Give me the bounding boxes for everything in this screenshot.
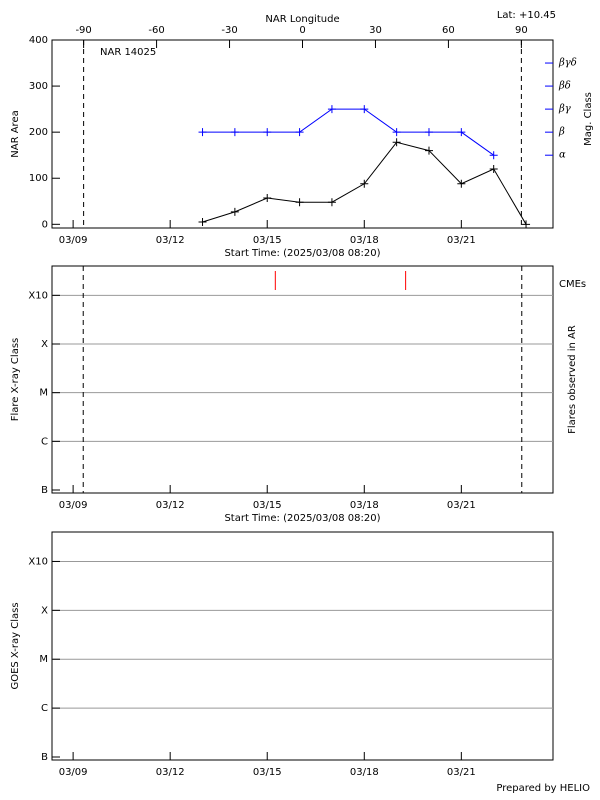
point-marker [295, 198, 304, 207]
x-tick-label: 03/12 [156, 767, 185, 778]
x2-tick-label: -30 [221, 25, 237, 36]
plot-frame [51, 265, 554, 494]
y-tick-label: B [41, 752, 48, 763]
x-tick-label: 03/18 [350, 500, 379, 511]
plot-frame [51, 531, 554, 761]
x-tick-label: 03/12 [156, 235, 185, 246]
y-tick-label: 400 [29, 35, 48, 46]
point-marker [360, 105, 369, 114]
y-tick-label: X10 [28, 290, 48, 301]
point-marker [424, 146, 433, 155]
x-tick-label: 03/15 [253, 767, 282, 778]
cme-label: CMEs [559, 279, 586, 290]
y-tick-label: C [41, 703, 48, 714]
x2-axis-label: NAR Longitude [265, 14, 339, 25]
point-marker [263, 194, 272, 203]
y-tick-label: X10 [28, 556, 48, 567]
point-marker [295, 128, 304, 137]
point-marker [392, 138, 401, 147]
point-marker [392, 128, 401, 137]
y-tick-label: C [41, 436, 48, 447]
point-marker [230, 128, 239, 137]
x-tick-label: 03/12 [156, 500, 185, 511]
x-tick-label: 03/18 [350, 767, 379, 778]
y-tick-label: X [41, 605, 48, 616]
y-tick-label: B [41, 485, 48, 496]
y-axis-label: NAR Area [10, 110, 21, 157]
point-marker [457, 179, 466, 188]
point-marker [263, 128, 272, 137]
y2-tick-label: βδ [558, 81, 571, 92]
x2-tick-label: 0 [299, 25, 305, 36]
point-marker [457, 128, 466, 137]
y-axis-label: GOES X-ray Class [10, 602, 21, 689]
y2-tick-label: βγ [558, 104, 571, 115]
x2-tick-label: 90 [515, 25, 528, 36]
y-axis-label: Flare X-ray Class [10, 338, 21, 422]
series-line [202, 108, 494, 156]
y2-tick-label: α [559, 150, 566, 161]
point-marker [230, 207, 239, 216]
point-marker [522, 220, 531, 229]
point-marker [489, 165, 498, 174]
point-marker [360, 179, 369, 188]
y-axis-label: Mag. Class [583, 92, 594, 146]
plot-frame [51, 39, 554, 229]
y-axis-label: Flares observed in AR [567, 325, 578, 434]
y2-tick-label: β [558, 127, 565, 138]
point-marker [327, 198, 336, 207]
x-tick-label: 03/15 [253, 500, 282, 511]
point-marker [198, 128, 207, 137]
x2-tick-label: 30 [369, 25, 382, 36]
y-tick-label: 100 [29, 173, 48, 184]
point-marker [327, 105, 336, 114]
y-tick-label: 300 [29, 81, 48, 92]
footer: Prepared by HELIO [496, 783, 590, 794]
x2-tick-label: 60 [442, 25, 455, 36]
y-tick-label: M [39, 654, 48, 665]
point-marker [424, 128, 433, 137]
x-tick-label: 03/09 [59, 500, 88, 511]
y-tick-label: M [39, 388, 48, 399]
x-tick-label: 03/18 [350, 235, 379, 246]
y-tick-label: 0 [42, 219, 48, 230]
x-tick-label: 03/15 [253, 235, 282, 246]
chart-title: NAR 14025 [100, 47, 156, 58]
x-axis-label: Start Time: (2025/03/08 08:20) [224, 513, 380, 524]
point-marker [198, 218, 207, 227]
y2-tick-label: βγδ [558, 58, 577, 69]
x-tick-label: 03/09 [59, 235, 88, 246]
x-tick-label: 03/21 [447, 235, 476, 246]
x-tick-label: 03/09 [59, 767, 88, 778]
latitude-annotation: Lat: +10.45 [497, 10, 556, 21]
y-tick-label: X [41, 339, 48, 350]
x-tick-label: 03/21 [447, 500, 476, 511]
x-axis-label: Start Time: (2025/03/08 08:20) [224, 248, 380, 259]
x2-tick-label: -90 [75, 25, 91, 36]
y-tick-label: 200 [29, 127, 48, 138]
point-marker [489, 151, 498, 160]
x-tick-label: 03/21 [447, 767, 476, 778]
x2-tick-label: -60 [148, 25, 164, 36]
